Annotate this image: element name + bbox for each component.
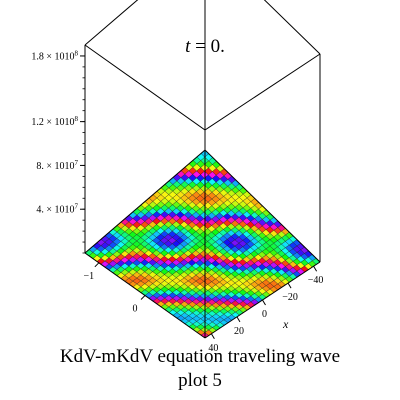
box-edge [263,0,321,55]
caption-line-2: plot 5 [178,370,222,391]
z-tick-label: 1.2 × 10108 [31,115,78,128]
bounding-box [84,0,321,339]
box-edge [204,53,321,131]
z-tick-label: 1.8 × 10108 [31,49,78,62]
surface-mesh [84,149,321,339]
x-tick-mark [210,333,215,340]
box-edge [84,149,206,254]
box-edge [204,149,321,263]
x-tick-mark [262,299,266,306]
caption-line-1: KdV-mKdV equation traveling wave [59,346,341,367]
y-tick-mark [140,295,146,300]
y-axis: −1 0 [84,262,146,315]
x-tick-label: −20 [282,292,298,303]
x-tick-label: 0 [262,309,267,320]
box-edge [84,0,139,46]
chart-title: t = 0. [185,36,225,57]
x-tick-mark [287,282,292,289]
z-tick-label: 4. × 10107 [36,203,78,216]
x-tick-label: 40 [208,343,218,354]
x-axis-label: x [282,317,289,331]
x-tick-mark [313,265,318,272]
x-tick-label: 20 [234,326,244,337]
y-tick-label: −1 [84,271,95,282]
title-variable: t [185,36,191,57]
y-tick-label: 0 [133,304,138,315]
x-axis: −40 −20 0 20 40 [208,265,324,354]
z-axis: 1.8 × 10108 1.2 × 10108 8. × 10107 4. × 101… [31,49,85,254]
box-edge [84,44,206,131]
title-rest: = 0. [190,36,224,57]
z-tick-label: 8. × 10107 [36,159,78,172]
x-tick-label: −40 [308,275,324,286]
x-tick-mark [236,316,241,323]
y-tick-mark [94,262,100,268]
